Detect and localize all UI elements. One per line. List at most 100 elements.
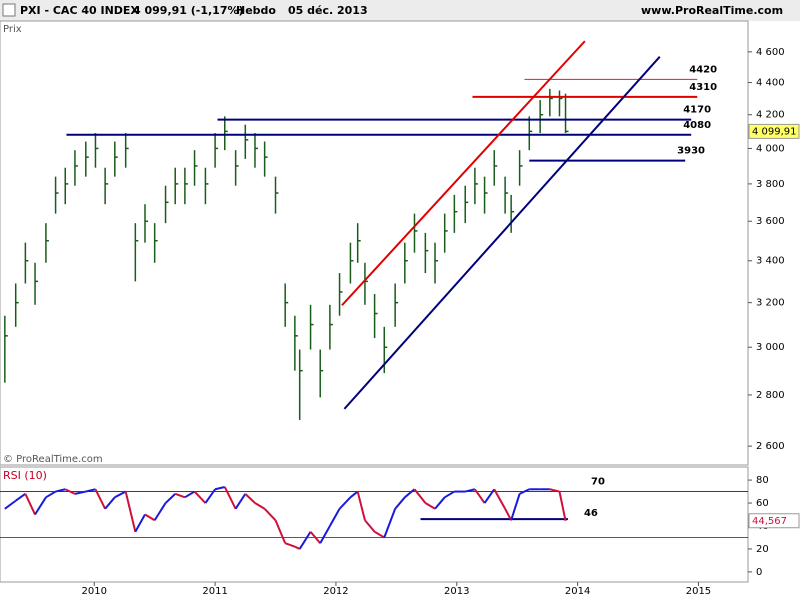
rsi-segment — [144, 513, 156, 522]
rsi-segment — [549, 488, 560, 493]
level-label: 4420 — [689, 64, 717, 75]
rsi-segment — [465, 488, 476, 493]
y-tick-label: 2 800 — [756, 390, 785, 401]
y-tick-label: 3 400 — [756, 256, 785, 267]
trend-line — [343, 56, 661, 410]
header: PXI - CAC 40 INDEX 4 099,91 (-1,17%) Heb… — [2, 3, 783, 17]
rsi-segment — [444, 490, 455, 499]
level-label: 4310 — [689, 82, 717, 93]
level-label: 4080 — [683, 120, 711, 131]
rsi-segment — [404, 488, 416, 499]
quote: 4 099,91 (-1,17%) — [133, 4, 244, 17]
rsi-frame — [0, 466, 749, 583]
y-tick-label: 80 — [756, 475, 769, 486]
rsi-segment — [64, 488, 76, 495]
rsi-segment — [134, 514, 146, 533]
x-tick-label: 2015 — [686, 586, 711, 597]
rsi-segment — [394, 496, 406, 510]
rsi-segment — [413, 488, 427, 504]
x-tick-label: 2013 — [444, 586, 469, 597]
rsi-segment — [184, 490, 196, 499]
rsi-segment — [114, 490, 127, 499]
chart-icon — [2, 3, 16, 17]
y-tick-label: 2 600 — [756, 441, 785, 452]
y-tick-label: 20 — [756, 544, 769, 555]
last-value-label: 44,567 — [752, 516, 787, 527]
y-tick-label: 4 400 — [756, 78, 785, 89]
price-frame — [0, 20, 749, 466]
period: Hebdo — [236, 4, 276, 17]
trend-line — [341, 40, 586, 306]
rsi-segment — [284, 542, 296, 548]
rsi-segment — [263, 508, 277, 521]
rsi-segment — [174, 492, 186, 499]
x-tick-label: 2012 — [323, 586, 348, 597]
y-tick-label: 3 000 — [756, 342, 785, 353]
level-label: 4170 — [683, 105, 711, 116]
rsi-segment — [374, 530, 385, 539]
y-tick-label: 4 200 — [756, 110, 785, 121]
rsi-segment — [319, 525, 331, 544]
x-tick-label: 2010 — [82, 586, 107, 597]
y-tick-label: 3 800 — [756, 179, 785, 190]
rsi-segment — [424, 502, 436, 510]
rsi-segment — [164, 493, 176, 504]
rsi-segment — [234, 493, 247, 510]
rsi-segment — [153, 502, 167, 521]
rsi-segment — [434, 496, 446, 510]
rsi-segment — [223, 486, 237, 510]
rsi-segment — [493, 488, 506, 510]
rsi-segment — [504, 508, 513, 521]
rsi-segment — [309, 531, 321, 544]
rsi-title: RSI (10) — [3, 469, 47, 482]
rsi-segment — [519, 488, 530, 495]
level-label: 46 — [584, 508, 598, 519]
rsi-segment — [298, 531, 312, 550]
rsi-segment — [45, 490, 57, 499]
watermark: © ProRealTime.com — [3, 454, 103, 465]
rsi-segment — [214, 485, 225, 491]
last-price-label: 4 099,91 — [752, 126, 797, 137]
rsi-segment — [364, 519, 376, 533]
rsi-segment — [104, 496, 116, 510]
rsi-segment — [294, 545, 301, 550]
level-label: 3930 — [677, 146, 705, 157]
rsi-segment — [74, 490, 87, 495]
rsi-segment — [338, 496, 352, 510]
rsi-segment — [15, 493, 26, 502]
x-tick-label: 2014 — [565, 586, 590, 597]
y-tick-label: 0 — [756, 567, 762, 578]
y-tick-label: 3 600 — [756, 216, 785, 227]
rsi-segment — [254, 502, 266, 510]
rsi-segment — [193, 490, 207, 504]
x-tick-label: 2011 — [202, 586, 227, 597]
date: 05 déc. 2013 — [288, 4, 368, 17]
header-bar — [0, 0, 800, 21]
band-label: 70 — [591, 477, 605, 488]
y-axis-title: Prix — [3, 24, 22, 35]
rsi-segment — [24, 493, 36, 515]
rsi-segment — [4, 499, 17, 510]
rsi-segment — [510, 493, 521, 521]
y-tick-label: 3 200 — [756, 298, 785, 309]
y-tick-label: 4 000 — [756, 143, 785, 154]
rsi-segment — [94, 488, 107, 510]
chart-title: PXI - CAC 40 INDEX — [20, 4, 139, 17]
rsi-segment — [383, 508, 397, 538]
source: www.ProRealTime.com — [641, 4, 783, 17]
rsi-segment — [483, 488, 496, 504]
rsi-segment — [204, 488, 216, 504]
rsi-segment — [124, 491, 137, 532]
rsi-segment — [85, 488, 96, 493]
rsi-segment — [329, 508, 341, 527]
rsi-segment — [474, 488, 486, 504]
last-value-badge — [748, 513, 800, 529]
rsi-segment — [244, 493, 256, 504]
rsi-segment — [34, 496, 47, 516]
rsi-segment — [356, 491, 366, 521]
rsi-segment — [558, 491, 567, 521]
y-tick-label: 4 600 — [756, 47, 785, 58]
rsi-segment — [349, 490, 359, 499]
